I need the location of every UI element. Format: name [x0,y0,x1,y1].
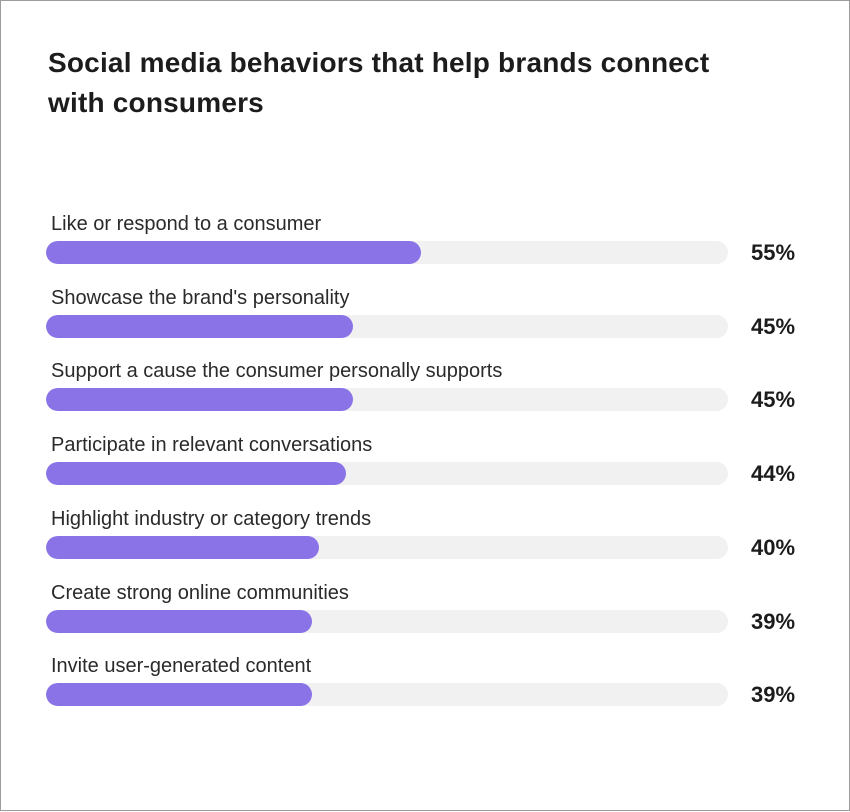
bar-track [46,388,728,412]
bar-track [46,535,728,559]
bar-fill [46,314,353,338]
bar-fill [46,535,319,559]
bar-row: Highlight industry or category trends 40% [1,506,850,580]
bar-track [46,314,728,338]
bar-value-label: 45% [751,313,796,339]
bar-label: Highlight industry or category trends [51,507,372,530]
bar-value-label: 44% [751,461,796,487]
bar-value-label: 39% [751,682,796,708]
bar-row: Create strong online communities 39% [1,580,850,654]
bar-value-label: 45% [751,387,796,413]
bar-row: Support a cause the consumer personally … [1,358,850,432]
bar-row: Showcase the brand's personality 45% [1,285,850,359]
bar-label: Support a cause the consumer personally … [51,360,503,383]
bar-fill [46,462,346,486]
bar-fill [46,609,312,633]
bar-row: Like or respond to a consumer 55% [1,211,850,285]
bar-value-label: 40% [751,534,796,560]
bar-track [46,462,728,486]
bar-track [46,683,728,707]
chart-title: Social media behaviors that help brands … [48,47,710,118]
bar-label: Like or respond to a consumer [51,213,322,235]
bar-track [46,241,728,264]
bar-row: Participate in relevant conversations 44% [1,432,850,506]
bar-label: Participate in relevant conversations [51,434,373,457]
bar-label: Create strong online communities [51,581,349,604]
bar-label: Invite user-generated content [51,655,312,678]
bar-row: Invite user-generated content 39% [1,653,850,727]
bar-fill [46,683,312,707]
bar-label: Showcase the brand's personality [51,286,350,309]
bar-value-label: 55% [751,240,796,265]
bar-track [46,609,728,633]
bar-fill [46,388,353,412]
bar-fill [46,241,421,264]
bar-value-label: 39% [751,608,796,634]
